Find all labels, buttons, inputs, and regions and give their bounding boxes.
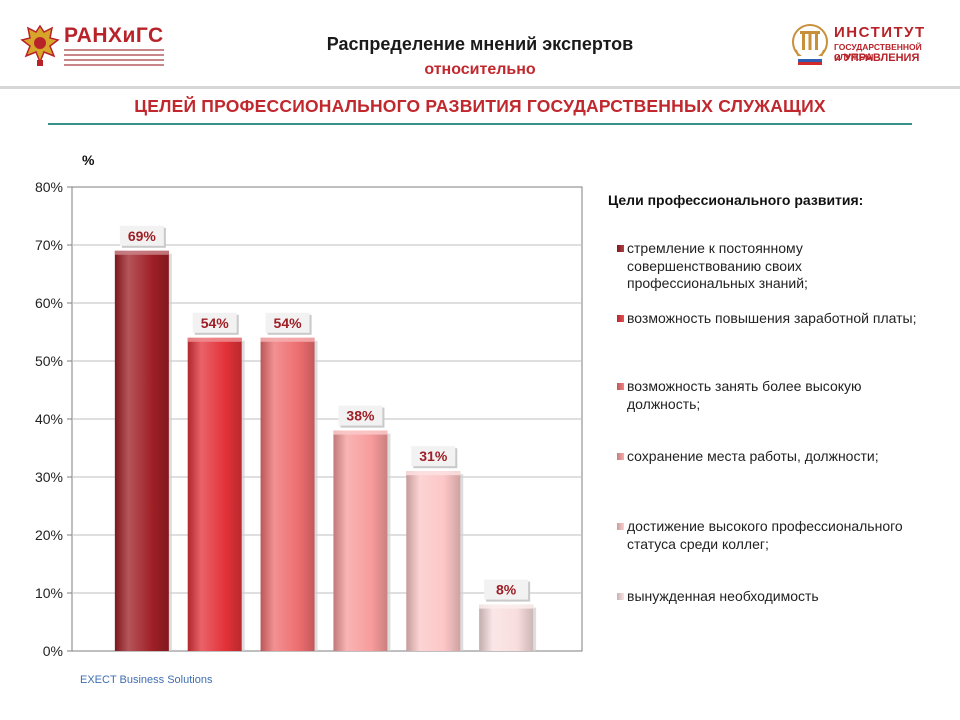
- y-tick-label: 80%: [35, 179, 63, 195]
- heading-underline: [48, 123, 912, 125]
- bar: [406, 471, 461, 651]
- legend-swatch: [617, 383, 624, 390]
- bar-chart: 0% 10% 20% 30% 40% 50% 60% 70% 80% 69% 54% 54% 38% 31…: [35, 179, 583, 659]
- laurel-column-emblem-icon: [792, 24, 828, 66]
- ranepa-logo-subtext: [64, 49, 164, 69]
- slide-subtitle: относительно: [424, 61, 536, 78]
- institute-logo-line2: ГОСУДАРСТВЕННОЙ СЛУЖБЫ: [834, 42, 922, 62]
- bar-top-highlight: [187, 337, 242, 342]
- legend-label: стремление к постоянному совершенствован…: [627, 240, 808, 291]
- bar-top-highlight: [479, 604, 534, 609]
- data-label-box: [338, 405, 383, 426]
- double-eagle-emblem-icon: [20, 24, 60, 66]
- data-label-box: [119, 225, 164, 246]
- legend-swatch: [617, 453, 624, 460]
- chart-legend: Цели профессионального развития: стремле…: [600, 192, 940, 604]
- bar: [114, 250, 169, 652]
- slide-heading: ЦЕЛЕЙ ПРОФЕССИОНАЛЬНОГО РАЗВИТИЯ ГОСУДАР…: [134, 96, 826, 116]
- institute-logo: ИНСТИТУТ ГОСУДАРСТВЕННОЙ СЛУЖБЫ и УПРАВЛ…: [790, 22, 940, 70]
- data-label-box: [411, 446, 456, 467]
- y-tick-label: 0%: [43, 643, 63, 659]
- ranepa-logo: РАНХиГС: [20, 22, 170, 70]
- y-tick-label: 70%: [35, 237, 63, 253]
- y-axis-unit-label: %: [82, 152, 95, 168]
- header-divider: [0, 86, 960, 89]
- y-tick-label: 20%: [35, 527, 63, 543]
- institute-logo-line3: и УПРАВЛЕНИЯ: [834, 52, 920, 64]
- bar-top-highlight: [260, 337, 315, 342]
- ranepa-logo-text: РАНХиГС: [64, 24, 164, 47]
- legend-label: возможность занять более высокую должнос…: [627, 378, 862, 412]
- data-label-box: [192, 312, 237, 333]
- legend-label: достижение высокого профессионального ст…: [627, 518, 903, 552]
- legend-label: вынужденная необходимость: [627, 588, 819, 604]
- bar-top-highlight: [333, 430, 388, 435]
- bar-top-highlight: [406, 471, 461, 476]
- data-label-box: [265, 312, 310, 333]
- data-label: 54%: [201, 315, 230, 331]
- data-label: 38%: [346, 408, 375, 424]
- legend-swatch: [617, 245, 624, 252]
- y-tick-label: 40%: [35, 411, 63, 427]
- data-label: 69%: [128, 228, 157, 244]
- legend-swatch: [617, 593, 624, 600]
- data-label: 8%: [496, 582, 517, 598]
- y-tick-label: 50%: [35, 353, 63, 369]
- bar: [187, 337, 242, 651]
- y-tick-label: 30%: [35, 469, 63, 485]
- y-tick-label: 60%: [35, 295, 63, 311]
- legend-swatch: [617, 315, 624, 322]
- data-label: 54%: [274, 315, 303, 331]
- bar-top-highlight: [114, 250, 169, 255]
- data-label: 31%: [419, 448, 448, 464]
- data-label-box: [484, 579, 529, 600]
- bar: [333, 430, 388, 651]
- bar: [260, 337, 315, 651]
- legend-swatch: [617, 523, 624, 530]
- legend-title: Цели профессионального развития:: [608, 192, 864, 208]
- y-tick-label: 10%: [35, 585, 63, 601]
- legend-label: сохранение места работы, должности;: [627, 448, 879, 464]
- footer-brand: EXECT Business Solutions: [80, 674, 213, 686]
- slide-title: Распределение мнений экспертов: [326, 34, 634, 54]
- legend-label: возможность повышения заработной платы;: [627, 310, 917, 326]
- bar: [479, 604, 534, 651]
- institute-logo-line1: ИНСТИТУТ: [834, 24, 926, 41]
